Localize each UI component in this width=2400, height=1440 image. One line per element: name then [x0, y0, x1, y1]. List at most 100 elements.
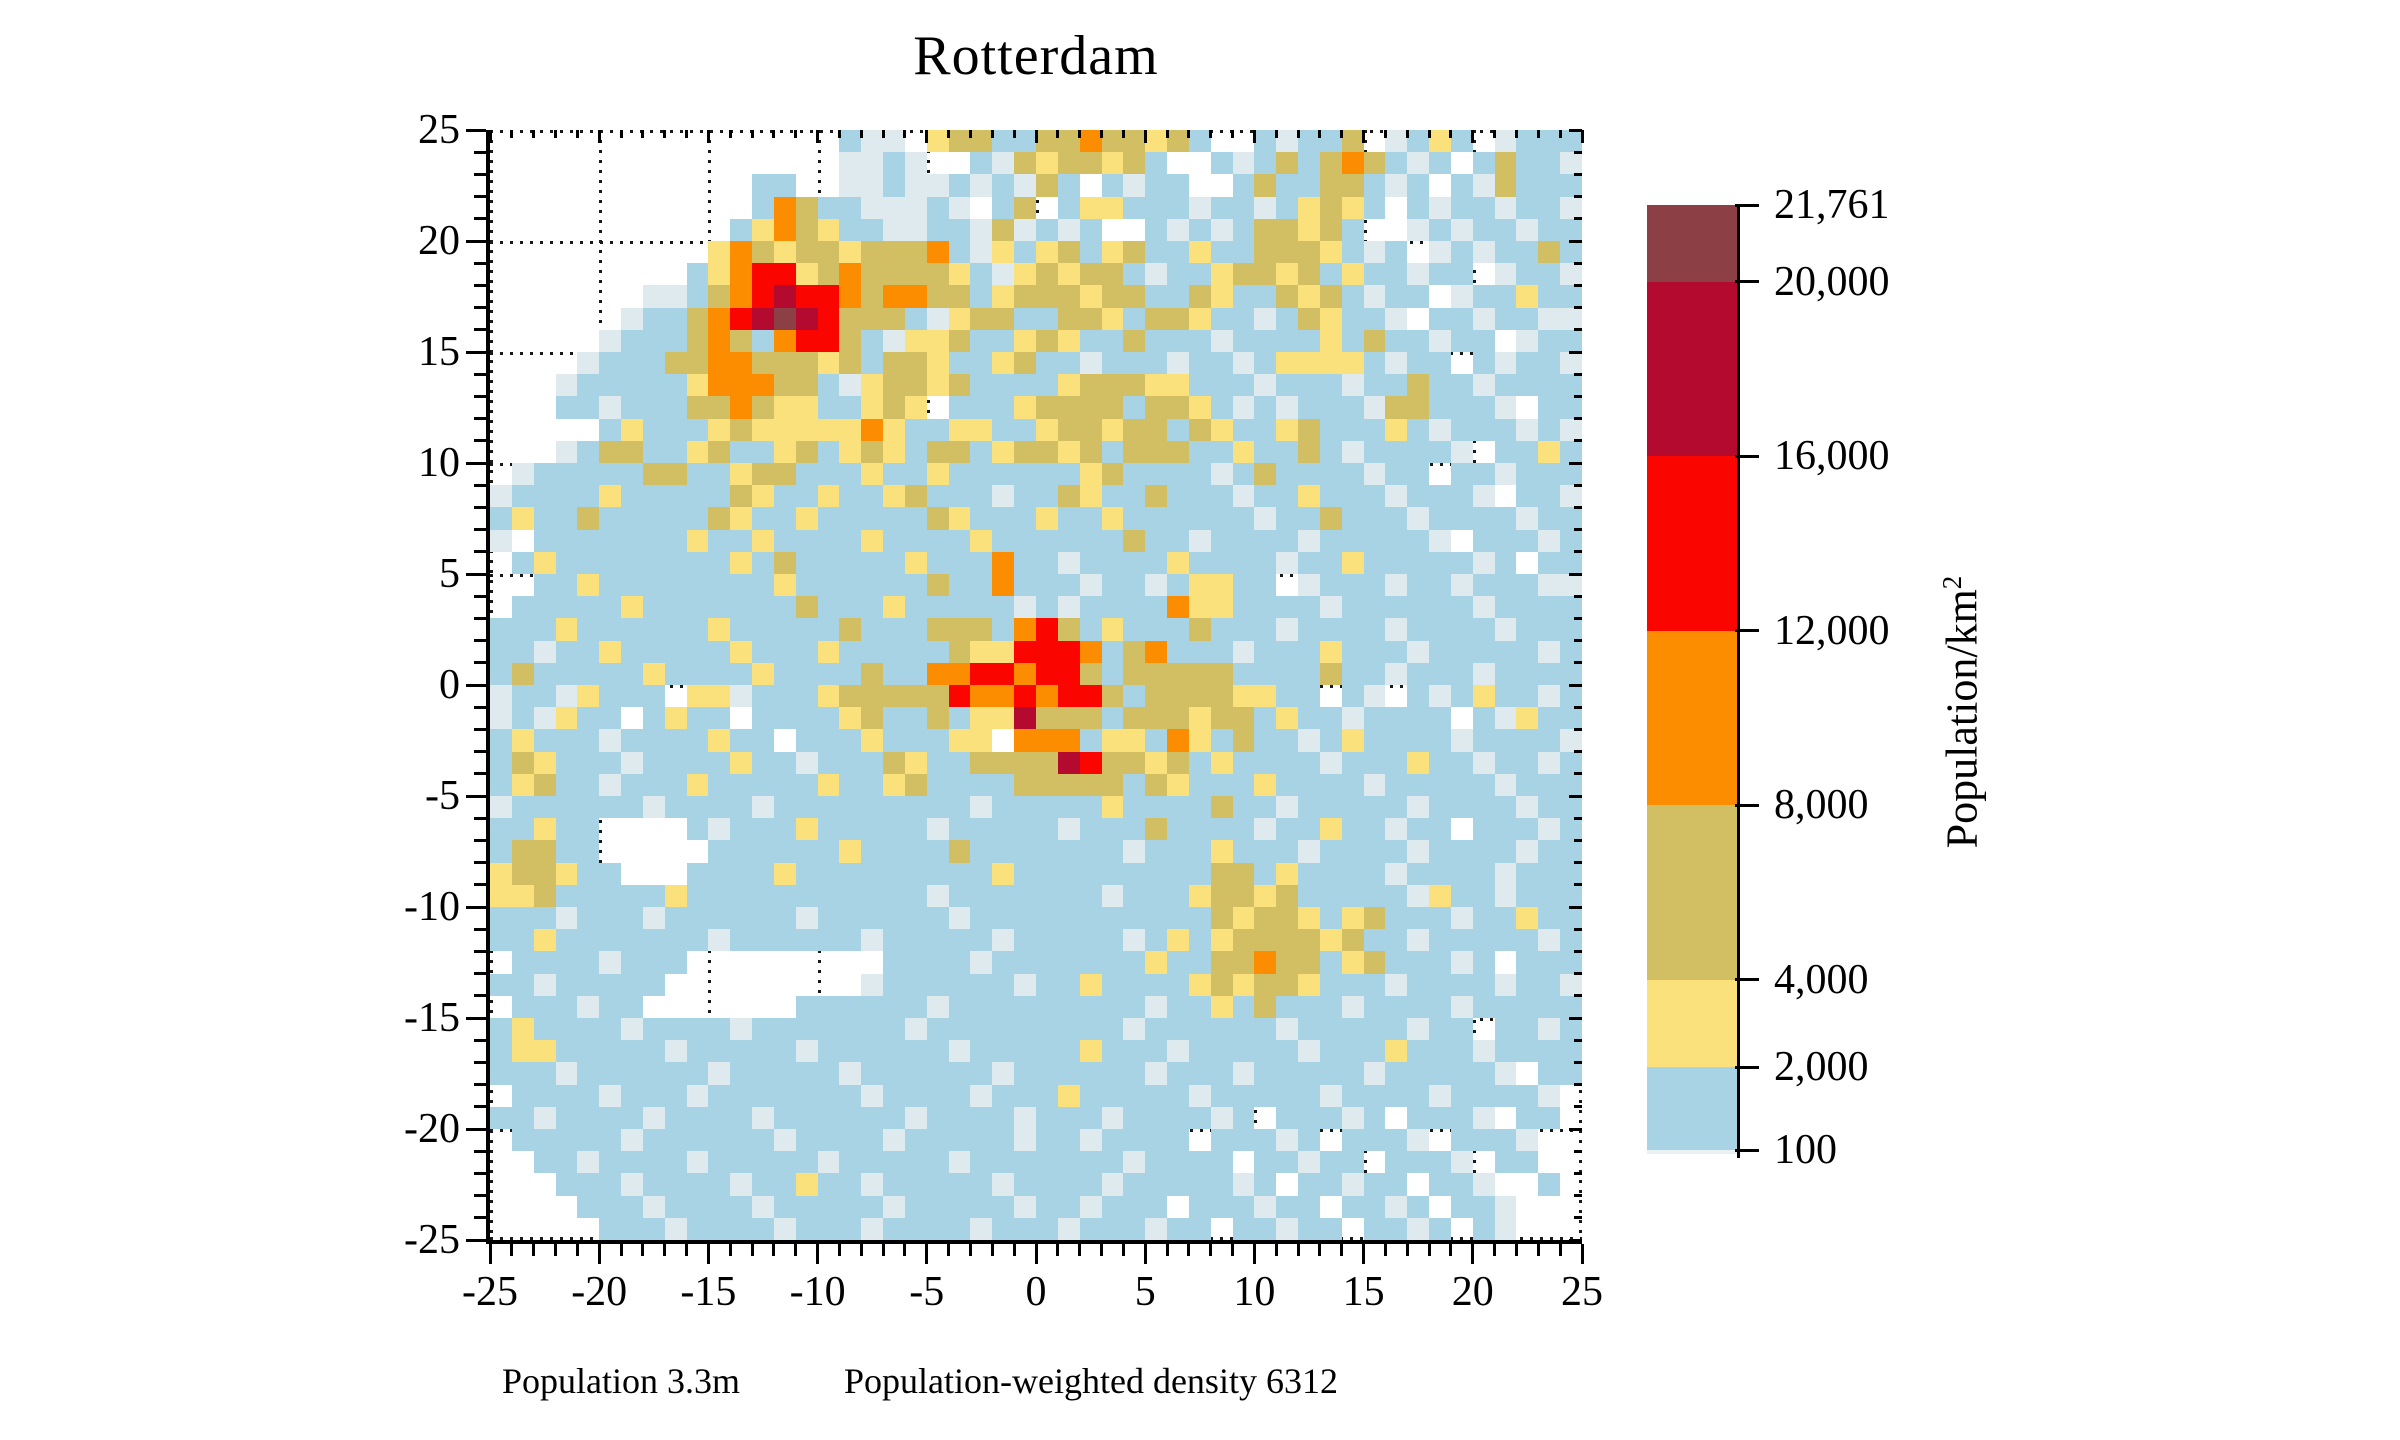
heatmap-cell: [1123, 796, 1146, 819]
heatmap-cell: [752, 1018, 774, 1041]
heatmap-cell: [752, 285, 774, 308]
heatmap-cell: [839, 485, 862, 508]
heatmap-cell: [1210, 352, 1233, 375]
heatmap-cell: [1363, 1129, 1386, 1152]
heatmap-cell: [861, 773, 884, 796]
heatmap-cell: [1407, 352, 1430, 375]
top-axis-tick: [728, 130, 732, 138]
heatmap-cell: [1232, 951, 1255, 974]
heatmap-cell: [1079, 352, 1102, 375]
x-axis-tick: [641, 1244, 645, 1256]
heatmap-cell: [1298, 1062, 1320, 1085]
heatmap-cell: [708, 352, 731, 375]
heatmap-cell: [970, 307, 993, 330]
heatmap-cell: [1516, 796, 1539, 819]
heatmap-cell: [883, 1129, 905, 1152]
heatmap-cell: [1363, 329, 1386, 352]
top-axis-tick: [947, 130, 951, 138]
heatmap-cell: [773, 751, 796, 774]
right-axis-tick: [1574, 328, 1582, 332]
heatmap-cell: [1341, 551, 1364, 574]
heatmap-cell: [664, 418, 687, 441]
heatmap-cell: [752, 818, 774, 841]
heatmap-cell: [1079, 1173, 1102, 1196]
heatmap-cell: [1079, 196, 1102, 219]
x-axis-tick: [990, 1244, 994, 1256]
heatmap-cell: [621, 529, 643, 552]
heatmap-cell: [1079, 685, 1102, 708]
heatmap-cell: [511, 507, 534, 530]
heatmap-cell: [1057, 463, 1080, 486]
heatmap-cell: [1319, 796, 1342, 819]
y-axis-tick: [474, 772, 486, 776]
heatmap-cell: [883, 973, 905, 996]
heatmap-cell: [926, 418, 949, 441]
heatmap-cell: [839, 618, 862, 641]
x-axis-tick: [1405, 1244, 1409, 1256]
heatmap-cell: [1363, 907, 1386, 930]
y-axis-tick: [474, 949, 486, 953]
heatmap-plot-area: [488, 128, 1584, 1242]
heatmap-cell: [861, 1195, 884, 1218]
heatmap-cell: [1298, 218, 1320, 241]
heatmap-cell: [839, 329, 862, 352]
heatmap-cell: [1472, 418, 1495, 441]
heatmap-cell: [511, 907, 534, 930]
heatmap-cell: [1101, 596, 1124, 619]
heatmap-cell: [861, 463, 884, 486]
heatmap-cell: [1123, 596, 1146, 619]
heatmap-cell: [1101, 285, 1124, 308]
heatmap-cell: [992, 130, 1015, 153]
heatmap-cell: [1560, 662, 1582, 685]
heatmap-cell: [577, 485, 600, 508]
heatmap-cell: [1254, 1151, 1277, 1174]
heatmap-cell: [1276, 396, 1299, 419]
heatmap-cell: [817, 685, 840, 708]
heatmap-cell: [621, 929, 643, 952]
top-axis-tick: [1296, 130, 1300, 138]
heatmap-cell: [1232, 729, 1255, 752]
heatmap-cell: [904, 241, 927, 264]
heatmap-cell: [1036, 1129, 1058, 1152]
heatmap-cell: [533, 507, 556, 530]
right-axis-tick: [1574, 1149, 1582, 1153]
heatmap-cell: [1560, 707, 1582, 730]
heatmap-cell: [1079, 485, 1102, 508]
heatmap-cell: [1123, 307, 1146, 330]
heatmap-cell: [708, 263, 731, 286]
heatmap-cell: [1276, 818, 1299, 841]
heatmap-cell: [1429, 995, 1451, 1018]
x-axis-tick: [1165, 1244, 1169, 1256]
heatmap-cell: [1472, 662, 1495, 685]
heatmap-cell: [664, 1062, 687, 1085]
x-axis-tick: [859, 1244, 863, 1256]
heatmap-cell: [1036, 1018, 1058, 1041]
heatmap-cell: [1036, 352, 1058, 375]
x-axis-tick: [1449, 1244, 1453, 1256]
heatmap-cell: [621, 618, 643, 641]
heatmap-cell: [839, 751, 862, 774]
heatmap-cell: [1036, 507, 1058, 530]
y-axis-tick: [474, 972, 486, 976]
heatmap-cell: [490, 840, 512, 863]
heatmap-cell: [1014, 174, 1036, 197]
y-axis-tick: [474, 528, 486, 532]
heatmap-cell: [795, 995, 818, 1018]
top-axis-tick: [1100, 130, 1104, 138]
heatmap-cell: [1188, 396, 1211, 419]
colorbar-tick-label: 100: [1774, 1127, 1837, 1173]
heatmap-cell: [1560, 396, 1582, 419]
heatmap-cell: [490, 907, 512, 930]
top-axis-tick: [968, 130, 972, 138]
heatmap-cell: [730, 796, 753, 819]
heatmap-cell: [970, 862, 993, 885]
heatmap-cell: [490, 884, 512, 907]
heatmap-cell: [1210, 596, 1233, 619]
heatmap-cell: [1145, 640, 1168, 663]
heatmap-cell: [1036, 241, 1058, 264]
heatmap-cell: [1363, 729, 1386, 752]
heatmap-cell: [1494, 1084, 1517, 1107]
heatmap-cell: [1429, 951, 1451, 974]
heatmap-cell: [1210, 574, 1233, 597]
heatmap-cell: [1450, 929, 1473, 952]
